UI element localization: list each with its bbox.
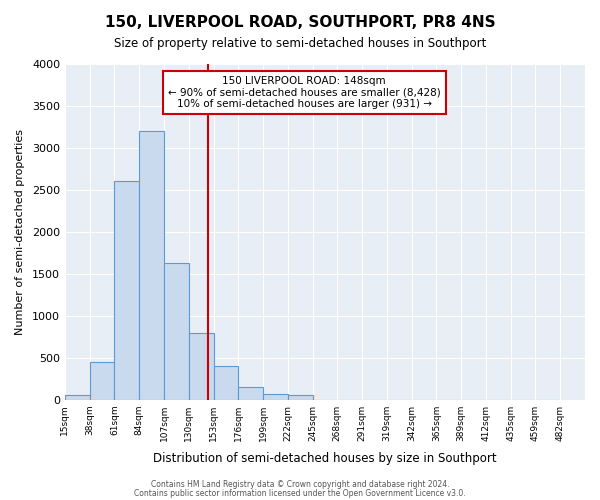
Bar — [288, 396, 313, 400]
Text: Contains public sector information licensed under the Open Government Licence v3: Contains public sector information licen… — [134, 488, 466, 498]
Bar — [263, 394, 288, 400]
Bar — [238, 386, 263, 400]
Bar — [65, 396, 89, 400]
X-axis label: Distribution of semi-detached houses by size in Southport: Distribution of semi-detached houses by … — [153, 452, 497, 465]
Text: 150, LIVERPOOL ROAD, SOUTHPORT, PR8 4NS: 150, LIVERPOOL ROAD, SOUTHPORT, PR8 4NS — [104, 15, 496, 30]
Bar — [89, 362, 115, 400]
Text: 150 LIVERPOOL ROAD: 148sqm
← 90% of semi-detached houses are smaller (8,428)
10%: 150 LIVERPOOL ROAD: 148sqm ← 90% of semi… — [168, 76, 440, 109]
Bar — [164, 263, 189, 400]
Text: Size of property relative to semi-detached houses in Southport: Size of property relative to semi-detach… — [114, 38, 486, 51]
Text: Contains HM Land Registry data © Crown copyright and database right 2024.: Contains HM Land Registry data © Crown c… — [151, 480, 449, 489]
Bar — [189, 332, 214, 400]
Bar — [139, 131, 164, 400]
Y-axis label: Number of semi-detached properties: Number of semi-detached properties — [15, 129, 25, 335]
Bar — [214, 366, 238, 400]
Bar — [115, 182, 139, 400]
